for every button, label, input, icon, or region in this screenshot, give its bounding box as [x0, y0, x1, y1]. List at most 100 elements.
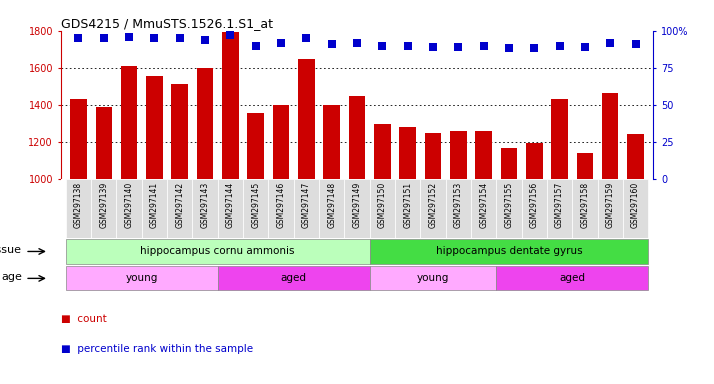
Point [276, 40, 287, 46]
Point [124, 33, 135, 40]
Text: GSM297141: GSM297141 [150, 182, 159, 228]
Point [630, 41, 641, 47]
Bar [319, 179, 344, 238]
Point [225, 32, 236, 38]
Bar [91, 179, 116, 238]
Point [199, 36, 211, 43]
Text: hippocampus dentate gyrus: hippocampus dentate gyrus [436, 247, 582, 257]
Bar [526, 143, 543, 179]
Point [478, 43, 489, 49]
Bar [370, 179, 395, 238]
Bar [222, 31, 238, 179]
Text: GSM297156: GSM297156 [530, 182, 539, 228]
Text: GSM297152: GSM297152 [428, 182, 438, 228]
Bar [293, 179, 319, 238]
Point [427, 44, 438, 50]
Text: age: age [1, 272, 22, 282]
Text: GSM297139: GSM297139 [99, 182, 109, 228]
Bar [323, 105, 340, 179]
Text: GSM297140: GSM297140 [124, 182, 134, 228]
Point [73, 35, 84, 41]
Bar [70, 99, 86, 179]
Bar [298, 60, 315, 179]
Bar [218, 179, 243, 238]
Text: ■  count: ■ count [61, 314, 106, 324]
Point [149, 35, 160, 41]
Text: GSM297150: GSM297150 [378, 182, 387, 228]
Point [402, 43, 413, 49]
Bar [146, 76, 163, 179]
Text: GSM297145: GSM297145 [251, 182, 260, 228]
Bar [501, 148, 517, 179]
Bar [446, 179, 471, 238]
Bar [496, 266, 648, 290]
Point [351, 40, 363, 46]
Bar [370, 266, 496, 290]
Text: GSM297154: GSM297154 [479, 182, 488, 228]
Text: GSM297142: GSM297142 [175, 182, 184, 228]
Bar [547, 179, 572, 238]
Bar [121, 66, 137, 179]
Bar [348, 96, 366, 179]
Point [376, 43, 388, 49]
Bar [598, 179, 623, 238]
Text: GSM297149: GSM297149 [353, 182, 361, 228]
Bar [197, 68, 213, 179]
Text: GSM297157: GSM297157 [555, 182, 564, 228]
Bar [243, 179, 268, 238]
Bar [471, 179, 496, 238]
Bar [623, 179, 648, 238]
Text: GSM297158: GSM297158 [580, 182, 590, 228]
Point [301, 35, 312, 41]
Bar [344, 179, 370, 238]
Text: GSM297153: GSM297153 [454, 182, 463, 228]
Bar [602, 93, 618, 179]
Bar [66, 239, 370, 263]
Text: GSM297148: GSM297148 [327, 182, 336, 228]
Text: GSM297147: GSM297147 [302, 182, 311, 228]
Bar [450, 131, 466, 179]
Bar [66, 266, 218, 290]
Bar [273, 105, 289, 179]
Point [98, 35, 109, 41]
Bar [577, 153, 593, 179]
Text: young: young [126, 273, 158, 283]
Bar [167, 179, 192, 238]
Text: aged: aged [559, 273, 585, 283]
Bar [395, 179, 421, 238]
Text: GSM297159: GSM297159 [605, 182, 615, 228]
Bar [142, 179, 167, 238]
Bar [370, 239, 648, 263]
Text: hippocampus cornu ammonis: hippocampus cornu ammonis [141, 247, 295, 257]
Text: young: young [417, 273, 449, 283]
Text: GSM297138: GSM297138 [74, 182, 83, 228]
Bar [421, 179, 446, 238]
Text: GSM297155: GSM297155 [505, 182, 513, 228]
Bar [192, 179, 218, 238]
Point [326, 41, 338, 47]
Point [250, 43, 261, 49]
Bar [116, 179, 142, 238]
Text: aged: aged [281, 273, 307, 283]
Text: GSM297146: GSM297146 [276, 182, 286, 228]
Text: GSM297151: GSM297151 [403, 182, 412, 228]
Text: tissue: tissue [0, 245, 22, 255]
Bar [66, 179, 91, 238]
Bar [268, 179, 293, 238]
Bar [496, 179, 522, 238]
Bar [96, 107, 112, 179]
Bar [399, 127, 416, 179]
Point [605, 40, 616, 46]
Bar [628, 134, 644, 179]
Point [453, 44, 464, 50]
Bar [551, 99, 568, 179]
Text: GDS4215 / MmuSTS.1526.1.S1_at: GDS4215 / MmuSTS.1526.1.S1_at [61, 17, 273, 30]
Point [579, 44, 590, 50]
Text: GSM297160: GSM297160 [631, 182, 640, 228]
Bar [425, 133, 441, 179]
Point [554, 43, 565, 49]
Point [528, 45, 540, 51]
Text: GSM297143: GSM297143 [201, 182, 209, 228]
Bar [476, 131, 492, 179]
Bar [572, 179, 598, 238]
